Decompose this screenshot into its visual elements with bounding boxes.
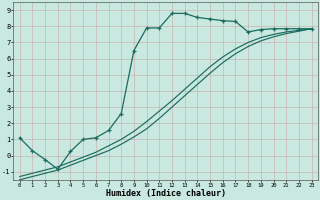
X-axis label: Humidex (Indice chaleur): Humidex (Indice chaleur) xyxy=(106,189,226,198)
